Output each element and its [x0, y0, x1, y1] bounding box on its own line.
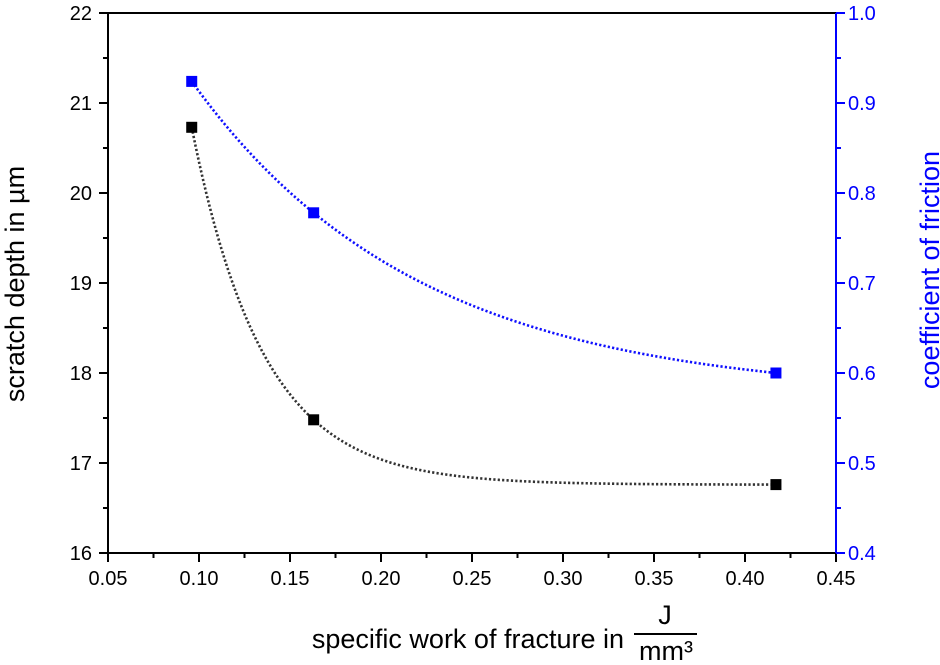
x-axis-unit-numerator: J [658, 600, 672, 630]
x-tick-label: 0.25 [453, 568, 492, 590]
y-right-tick-label: 0.4 [848, 543, 876, 565]
y-left-tick-label: 21 [70, 93, 92, 115]
fit-curves [190, 80, 777, 486]
series-2-point [186, 75, 198, 87]
tick-labels: 0.05 0.10 0.15 0.20 0.25 0.30 0.35 0.40 0.45 16 17… [70, 3, 876, 590]
y-axis-title-right: coefficient of friction [915, 151, 940, 389]
y-left-tick-label: 22 [70, 3, 92, 25]
series-2-fit-line [190, 80, 777, 375]
series-1-point [186, 121, 198, 133]
y-left-tick-label: 17 [70, 453, 92, 475]
y-right-tick-label: 0.6 [848, 363, 876, 385]
y-right-tick-label: 1.0 [848, 3, 876, 25]
y-left-tick-label: 20 [70, 183, 92, 205]
x-tick-label: 0.10 [180, 568, 219, 590]
x-axis-title: specific work of fracture in [312, 624, 624, 654]
y-axis-title-left: scratch depth in µm [0, 166, 30, 402]
y-left-tick-label: 19 [70, 273, 92, 295]
x-tick-label: 0.45 [817, 568, 856, 590]
series-1-point [770, 479, 782, 491]
series-1-fit-line [190, 127, 776, 486]
y-right-tick-label: 0.5 [848, 453, 876, 475]
x-tick-label: 0.05 [89, 568, 128, 590]
y-left-tick-label: 18 [70, 363, 92, 385]
x-axis-unit-denominator: mm³ [639, 636, 693, 665]
x-tick-label: 0.15 [271, 568, 310, 590]
data-markers [186, 75, 782, 491]
axes [99, 12, 845, 562]
x-tick-label: 0.40 [726, 568, 765, 590]
series-2-point [770, 367, 782, 379]
y-right-tick-label: 0.8 [848, 183, 876, 205]
x-tick-label: 0.30 [544, 568, 583, 590]
series-2-point [308, 207, 320, 219]
x-tick-label: 0.20 [362, 568, 401, 590]
y-left-tick-label: 16 [70, 543, 92, 565]
x-tick-label: 0.35 [635, 568, 674, 590]
y-right-tick-label: 0.7 [848, 273, 876, 295]
series-1-point [308, 414, 320, 426]
y-right-tick-label: 0.9 [848, 93, 876, 115]
